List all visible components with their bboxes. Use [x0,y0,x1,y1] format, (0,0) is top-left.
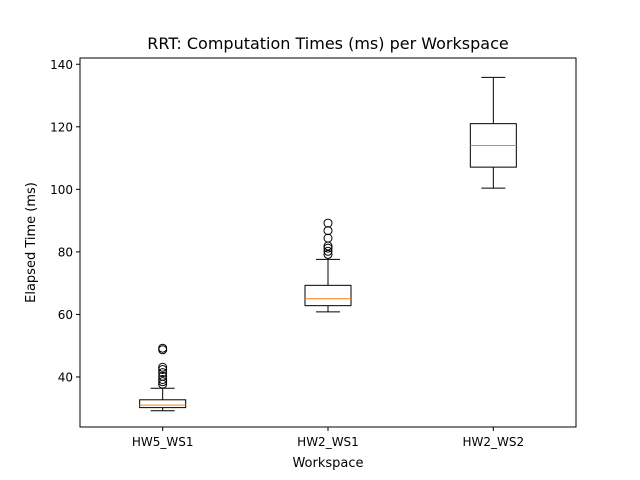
outlier-point [323,246,333,256]
x-axis-label: Workspace [292,456,363,471]
outlier-point [158,377,168,387]
outlier-point [158,362,168,372]
outlier-point [158,368,168,378]
x-tick-label: HW2_WS2 [463,435,525,449]
box-HW2_WS1 [304,218,352,313]
plot-area [139,76,517,412]
outlier-point [323,226,333,236]
outlier-point [158,371,168,381]
y-axis-label: Elapsed Time (ms) [24,182,39,303]
chart-title: RRT: Computation Times (ms) per Workspac… [147,34,508,53]
outlier-point [323,243,333,253]
y-axis: 40 60 80 100 120 140 [50,58,80,384]
y-tick-label: 80 [58,245,73,259]
box-HW2_WS2 [469,76,517,189]
outlier-point [158,343,168,353]
outlier-point [323,218,333,228]
y-tick-label: 60 [58,308,73,322]
outlier-point [158,364,168,374]
box-iqr [304,284,352,307]
outlier-point [323,233,333,243]
box-HW5_WS1 [139,343,187,412]
y-tick-label: 40 [58,370,73,384]
x-axis: HW5_WS1 HW2_WS1 HW2_WS2 [132,427,524,449]
y-tick-label: 120 [50,120,73,134]
box-iqr [139,399,187,409]
y-tick-label: 100 [50,183,73,197]
outlier-point [158,374,168,384]
y-tick-label: 140 [50,58,73,72]
x-tick-label: HW5_WS1 [132,435,194,449]
x-tick-label: HW2_WS1 [297,435,359,449]
